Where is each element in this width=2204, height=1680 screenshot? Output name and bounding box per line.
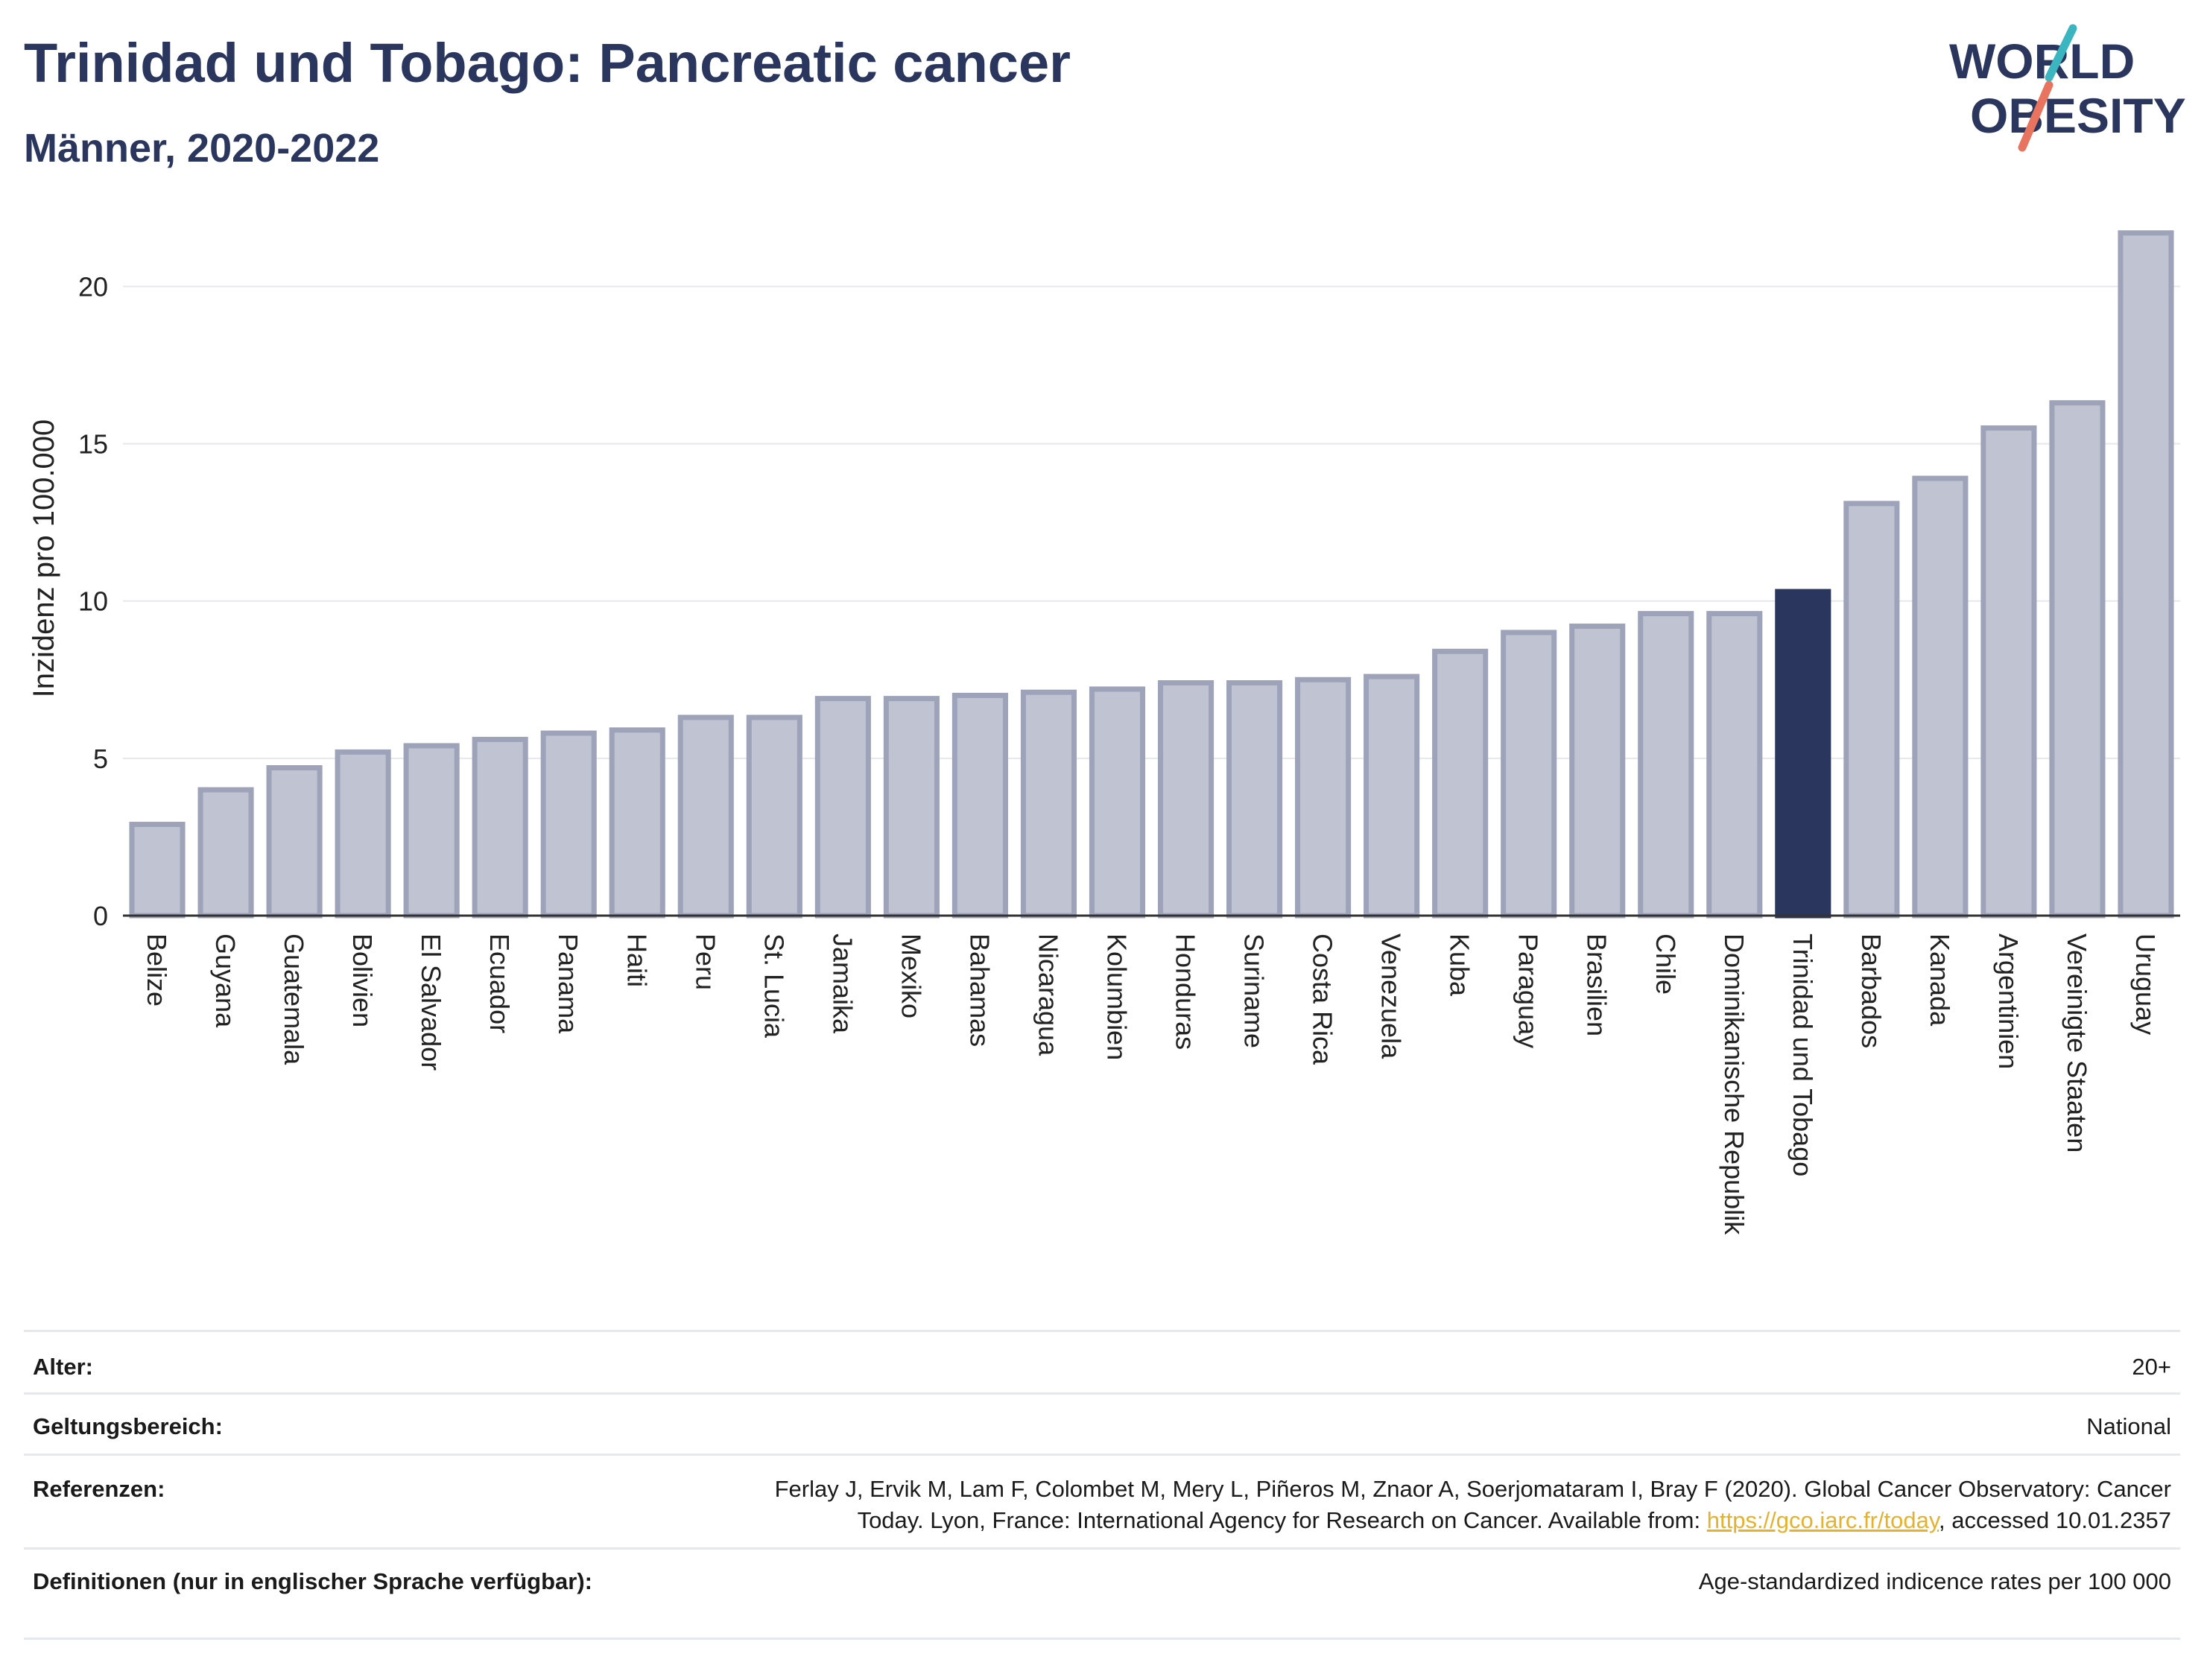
x-tick-label: Bolivien	[347, 933, 378, 1027]
x-tick-label: Haiti	[621, 933, 652, 987]
bar	[883, 696, 940, 919]
x-tick-label: Jamaika	[827, 933, 858, 1034]
bar	[1843, 501, 1900, 919]
scope-label: Geltungsbereich:	[33, 1413, 223, 1439]
y-tick-label: 10	[78, 586, 108, 617]
bar-chart: 0 5 10 15 20 Inzidenz pro 100.000 Belize Guyana…	[28, 230, 2180, 1235]
scope-value: National	[2086, 1413, 2171, 1439]
logo-slash-teal	[2045, 24, 2077, 82]
logo-line1: WORLD	[1949, 34, 2135, 89]
bar	[472, 737, 528, 919]
bar	[1226, 680, 1283, 919]
bar	[677, 714, 734, 919]
definitions-label: Definitionen (nur in englischer Sprache …	[33, 1568, 592, 1594]
bar	[1432, 648, 1489, 919]
meta-row-scope: Geltungsbereich: National	[24, 1392, 2180, 1454]
bar	[951, 692, 1008, 919]
metadata-table: Alter: 20+ Geltungsbereich: National Ref…	[24, 1330, 2180, 1640]
x-tick-label: Kanada	[1925, 933, 1955, 1027]
x-tick-label: Suriname	[1239, 933, 1270, 1048]
x-tick-label: Honduras	[1171, 933, 1201, 1050]
age-label: Alter:	[33, 1354, 93, 1380]
y-tick-label: 5	[93, 744, 108, 774]
bar	[1364, 673, 1420, 919]
x-tick-label: Peru	[690, 933, 721, 990]
bar	[1706, 611, 1763, 919]
x-tick-label: Costa Rica	[1308, 933, 1338, 1065]
x-tick-label: Belize	[142, 933, 172, 1007]
references-line2-pre: Today. Lyon, France: International Agenc…	[857, 1507, 1707, 1533]
meta-row-age: Alter: 20+	[24, 1330, 2180, 1392]
x-tick-label: Trinidad und Tobago	[1787, 933, 1818, 1176]
page-title: Trinidad und Tobago: Pancreatic cancer	[24, 32, 1071, 94]
x-tick-label: Guatemala	[279, 933, 309, 1065]
definitions-value: Age-standardized indicence rates per 100…	[1698, 1568, 2171, 1594]
logo-line2: OBESITY	[1970, 88, 2186, 143]
bar	[1501, 630, 1557, 919]
x-tick-label: St. Lucia	[759, 933, 789, 1039]
bar	[1157, 680, 1215, 919]
x-tick-label: Brasilien	[1582, 933, 1612, 1036]
x-tick-label: El Salvador	[416, 933, 446, 1071]
x-tick-label: Panama	[553, 933, 583, 1034]
x-tick-label: Barbados	[1856, 933, 1887, 1048]
bar	[197, 787, 254, 919]
bar	[609, 727, 665, 919]
bar	[1569, 624, 1626, 919]
x-tick-label: Mexiko	[896, 933, 926, 1018]
x-tick-label: Bahamas	[964, 933, 995, 1047]
x-tick-label: Paraguay	[1513, 933, 1544, 1048]
y-tick-label: 15	[78, 429, 108, 460]
bar	[129, 822, 186, 919]
references-link[interactable]: https://gco.iarc.fr/today	[1706, 1507, 1939, 1533]
bar	[1775, 589, 1831, 919]
bar	[266, 765, 323, 919]
references-line1: Ferlay J, Ervik M, Lam F, Colombet M, Me…	[774, 1476, 2171, 1502]
references-label: Referenzen:	[33, 1476, 165, 1502]
y-axis-title: Inzidenz pro 100.000	[28, 419, 60, 698]
bar	[1020, 689, 1077, 919]
bar	[335, 749, 391, 919]
bar	[403, 743, 460, 919]
x-tick-label: Nicaragua	[1033, 933, 1063, 1056]
bar	[2118, 230, 2174, 919]
bar	[1089, 686, 1146, 919]
x-tick-label: Chile	[1650, 933, 1681, 995]
bar	[814, 696, 871, 919]
x-tick-label: Venezuela	[1376, 933, 1407, 1059]
bar	[1295, 676, 1352, 919]
references-value: Ferlay J, Ervik M, Lam F, Colombet M, Me…	[599, 1474, 2171, 1536]
meta-row-definitions: Definitionen (nur in englischer Sprache …	[24, 1547, 2180, 1640]
bar	[746, 714, 802, 919]
x-tick-label: Guyana	[210, 933, 241, 1028]
y-tick-label: 0	[93, 901, 108, 931]
x-tick-label: Argentinien	[1993, 933, 2024, 1069]
world-obesity-logo: WORLD OBESITY	[1949, 24, 2186, 152]
x-tick-label: Ecuador	[484, 933, 515, 1033]
bar	[2049, 400, 2106, 919]
references-line2-post: , accessed 10.01.2357	[1939, 1507, 2171, 1533]
bar	[540, 730, 597, 919]
x-tick-label: Vereinigte Staaten	[2062, 933, 2092, 1153]
bar	[1912, 475, 1969, 919]
y-tick-label: 20	[78, 271, 108, 302]
x-tick-label: Kolumbien	[1101, 933, 1132, 1060]
page-subtitle: Männer, 2020-2022	[24, 126, 380, 171]
x-tick-label: Uruguay	[2130, 933, 2161, 1035]
x-tick-label: Kuba	[1445, 933, 1475, 997]
logo-slash-coral	[2018, 80, 2053, 152]
meta-row-references: Referenzen: Ferlay J, Ervik M, Lam F, Co…	[24, 1454, 2180, 1547]
bar	[1980, 425, 2037, 919]
age-value: 20+	[2132, 1354, 2171, 1380]
bar	[1638, 611, 1694, 919]
x-tick-label: Dominikanische Republik	[1719, 933, 1749, 1235]
